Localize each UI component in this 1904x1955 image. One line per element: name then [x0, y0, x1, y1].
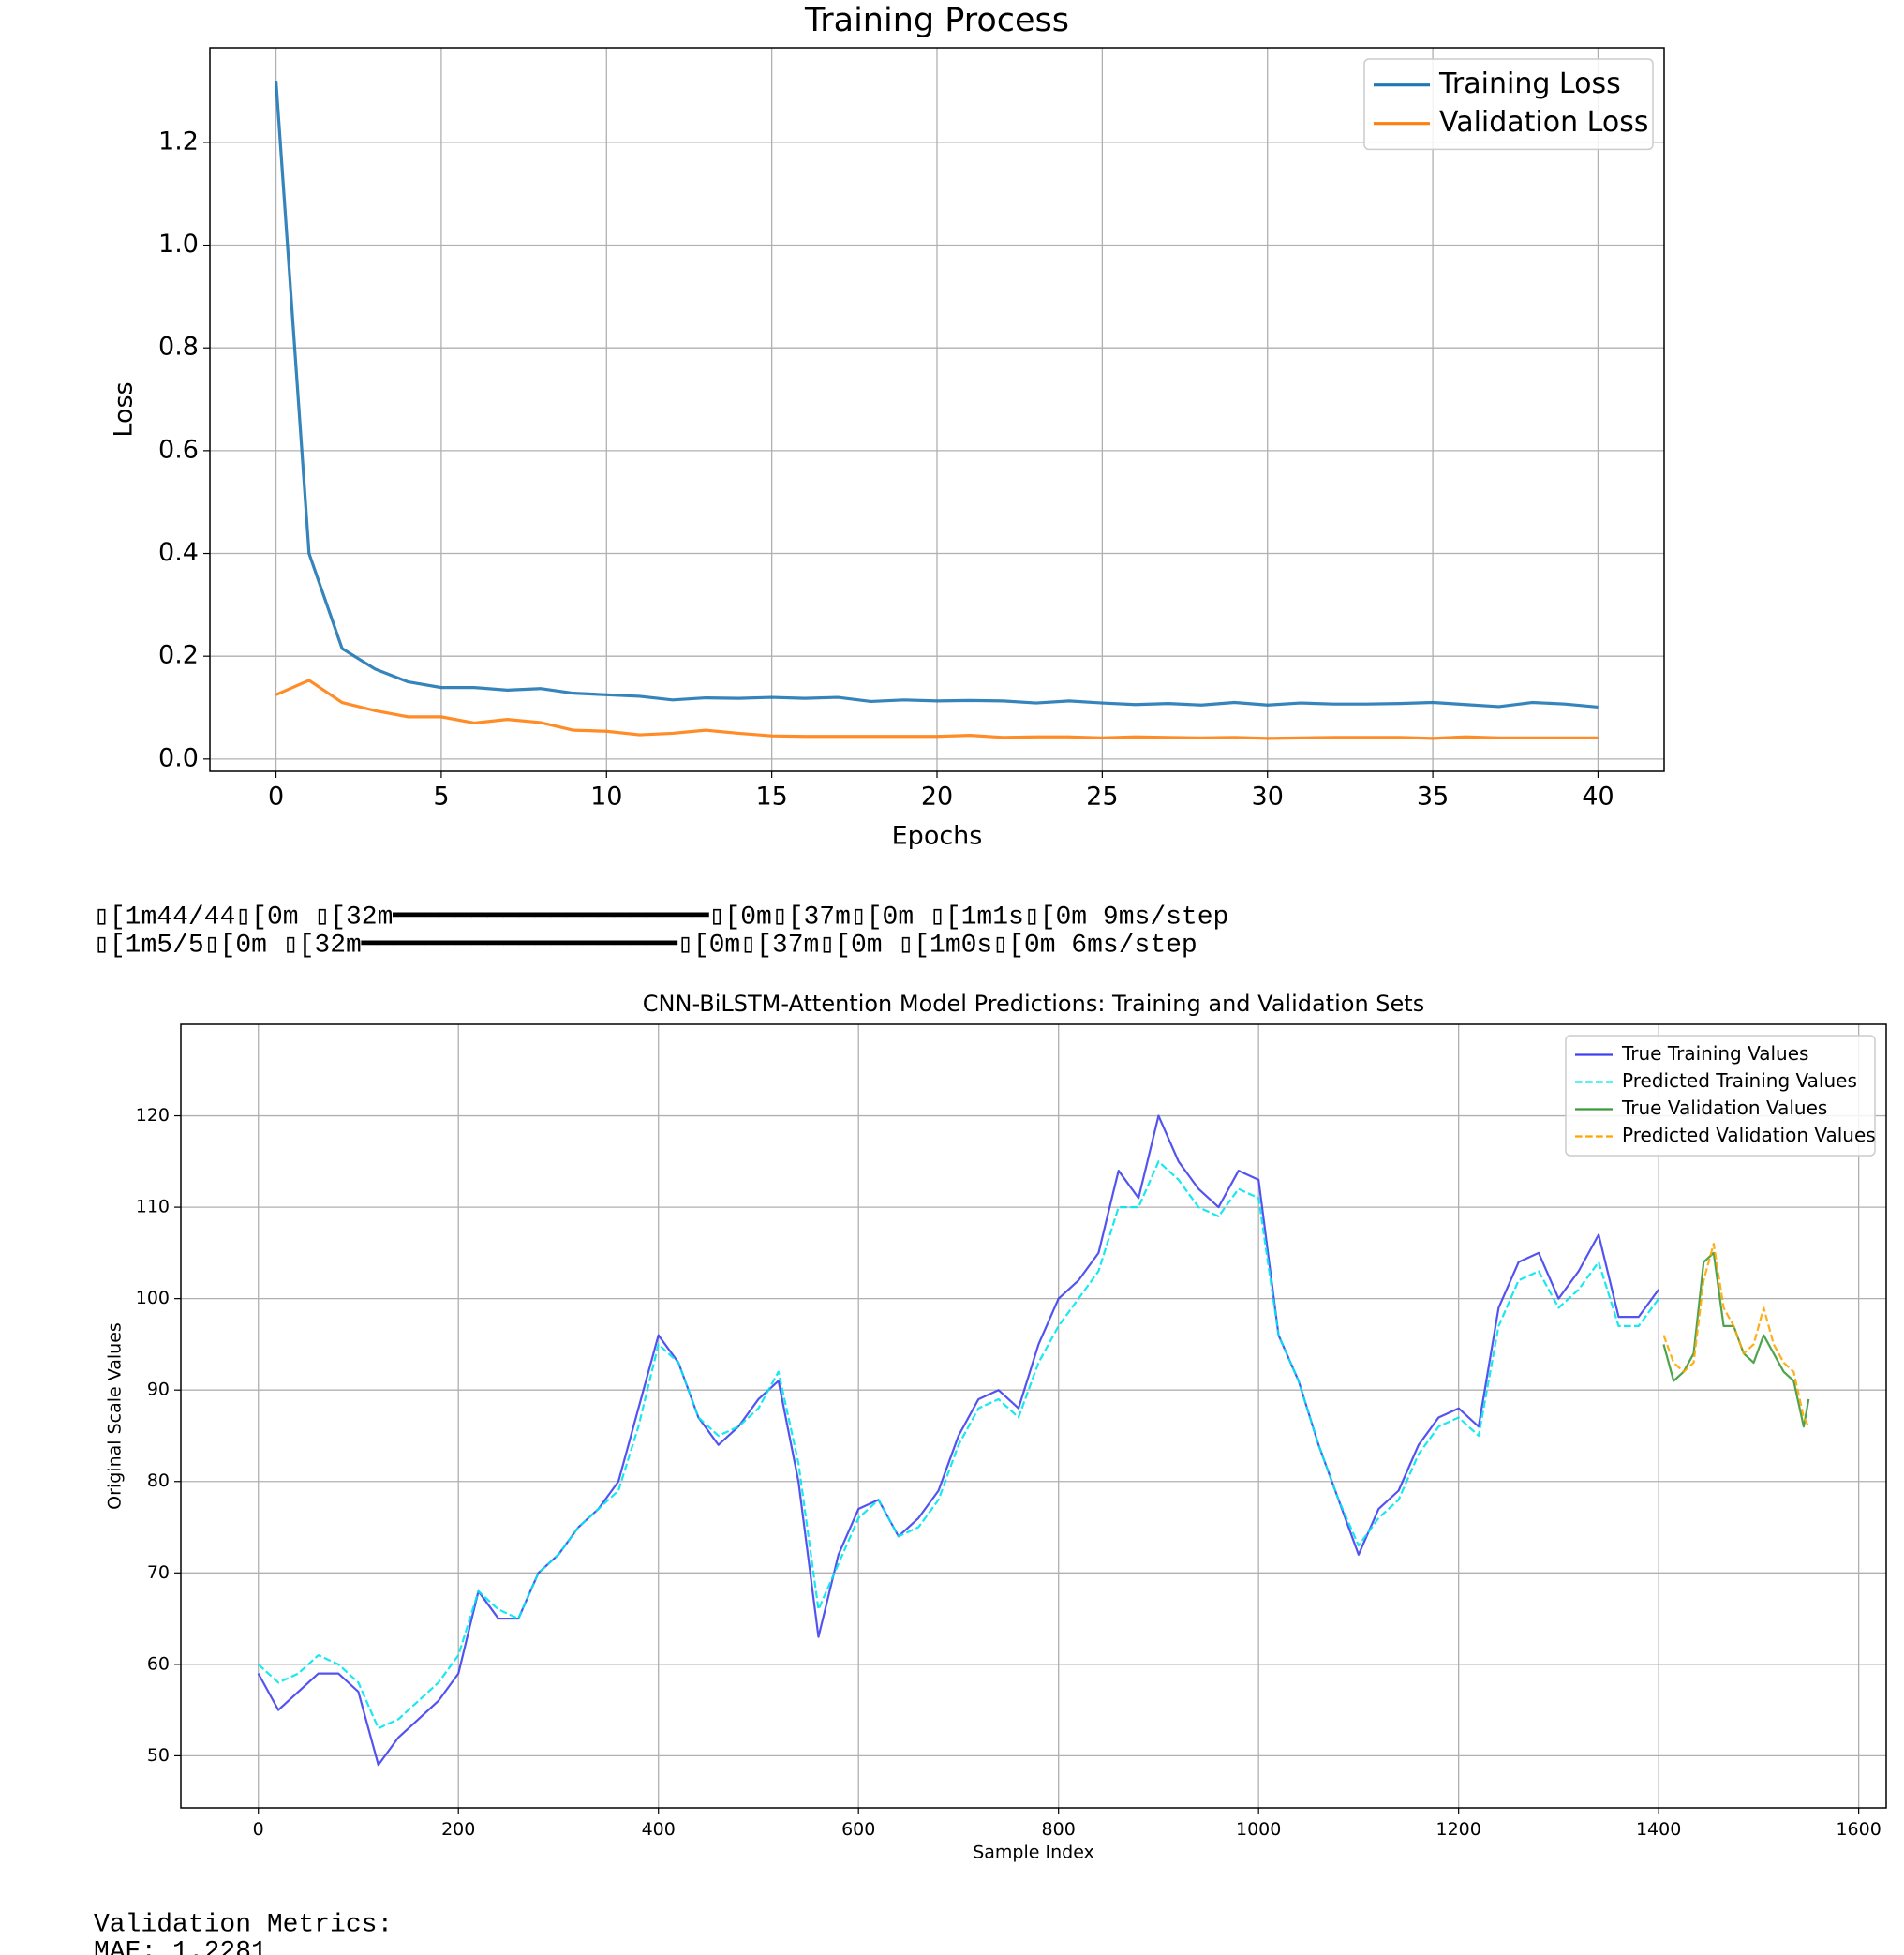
x-axis-label: Sample Index [973, 1843, 1094, 1863]
x-tick-label: 1600 [1836, 1819, 1881, 1840]
metrics-title: Validation Metrics: [94, 1910, 393, 1939]
chart-title: CNN-BiLSTM-Attention Model Predictions: … [643, 991, 1424, 1017]
y-tick-label: 0.4 [158, 538, 199, 567]
x-tick-label: 400 [642, 1819, 676, 1840]
x-tick-label: 35 [1417, 783, 1449, 812]
x-tick-label: 1000 [1236, 1819, 1281, 1840]
data-line [1662, 1243, 1810, 1427]
y-axis-label: Loss [110, 381, 139, 437]
plot-frame [180, 1023, 1887, 1809]
y-tick-label: 100 [136, 1288, 170, 1308]
data-line [275, 679, 1599, 740]
legend-label: Training Loss [1438, 67, 1621, 100]
y-tick-label: 0.0 [158, 743, 199, 772]
x-axis-label: Epochs [892, 822, 983, 851]
data-line [257, 1114, 1660, 1767]
legend-label: Validation Loss [1439, 106, 1648, 139]
x-tick-label: 200 [441, 1819, 475, 1840]
data-line [274, 80, 1599, 709]
x-tick-label: 1200 [1435, 1819, 1480, 1840]
legend-label: Predicted Validation Values [1622, 1124, 1876, 1146]
x-tick-label: 25 [1086, 783, 1118, 812]
legend-box [1363, 58, 1654, 151]
y-tick-label: 50 [147, 1745, 170, 1766]
y-tick-label: 1.0 [158, 230, 199, 259]
y-tick-label: 110 [136, 1197, 170, 1217]
data-line [1662, 1251, 1810, 1428]
x-tick-label: 0 [268, 783, 284, 812]
y-tick-label: 80 [147, 1470, 170, 1491]
metric-line: MAE: 1.2281 [94, 1937, 267, 1955]
x-tick-label: 5 [433, 783, 449, 812]
x-tick-label: 600 [841, 1819, 875, 1840]
y-axis-label: Original Scale Values [105, 1322, 126, 1510]
x-tick-label: 1400 [1636, 1819, 1681, 1840]
legend-box [1565, 1035, 1876, 1157]
legend-label: True Training Values [1621, 1042, 1808, 1065]
x-tick-label: 40 [1582, 783, 1614, 812]
y-tick-label: 60 [147, 1653, 170, 1674]
legend-label: True Validation Values [1621, 1097, 1827, 1119]
legend-label: Predicted Training Values [1622, 1069, 1857, 1092]
progress-line: ▯[1m44/44▯[0m ▯[32m━━━━━━━━━━━━━━━━━━━━▯… [94, 903, 1228, 932]
x-tick-label: 15 [755, 783, 787, 812]
progress-line: ▯[1m5/5▯[0m ▯[32m━━━━━━━━━━━━━━━━━━━━▯[0… [94, 931, 1197, 960]
y-tick-label: 120 [136, 1105, 170, 1126]
x-tick-label: 30 [1252, 783, 1284, 812]
y-tick-label: 70 [147, 1562, 170, 1583]
x-tick-label: 10 [590, 783, 622, 812]
y-tick-label: 0.2 [158, 641, 199, 670]
y-tick-label: 90 [147, 1380, 170, 1400]
y-tick-label: 0.8 [158, 333, 199, 362]
x-tick-label: 20 [921, 783, 953, 812]
x-tick-label: 0 [253, 1819, 264, 1840]
y-tick-label: 0.6 [158, 435, 199, 464]
data-line [257, 1160, 1660, 1730]
y-tick-label: 1.2 [158, 127, 199, 156]
x-tick-label: 800 [1042, 1819, 1076, 1840]
chart-title: Training Process [804, 2, 1069, 39]
plot-frame [209, 47, 1665, 772]
